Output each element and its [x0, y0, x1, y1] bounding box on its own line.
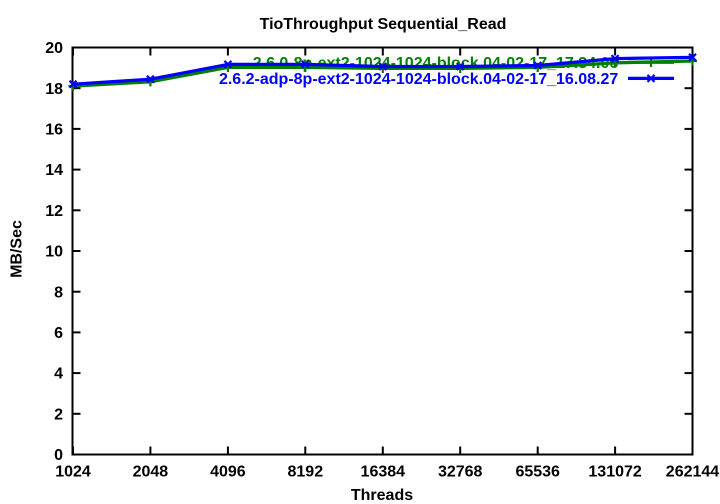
- svg-text:TioThroughput Sequential_Read: TioThroughput Sequential_Read: [260, 16, 507, 33]
- svg-text:65536: 65536: [515, 464, 560, 481]
- svg-text:0: 0: [54, 447, 63, 464]
- svg-text:131072: 131072: [588, 464, 641, 481]
- svg-text:2048: 2048: [133, 464, 169, 481]
- svg-text:4: 4: [54, 366, 63, 383]
- svg-text:16384: 16384: [361, 464, 406, 481]
- svg-text:8: 8: [54, 284, 63, 301]
- svg-text:10: 10: [45, 244, 63, 261]
- svg-text:18: 18: [45, 81, 63, 98]
- svg-text:2: 2: [54, 406, 63, 423]
- svg-text:Threads: Threads: [351, 487, 413, 504]
- svg-text:4096: 4096: [210, 464, 246, 481]
- svg-text:262144: 262144: [666, 464, 719, 481]
- svg-text:2.6.2-adp-8p-ext2-1024-1024-bl: 2.6.2-adp-8p-ext2-1024-1024-block.04-02-…: [219, 71, 618, 88]
- svg-text:32768: 32768: [438, 464, 483, 481]
- svg-text:MB/Sec: MB/Sec: [9, 220, 26, 278]
- svg-text:1024: 1024: [55, 464, 91, 481]
- svg-text:16: 16: [45, 122, 63, 139]
- svg-text:14: 14: [45, 162, 63, 179]
- svg-text:8192: 8192: [288, 464, 324, 481]
- svg-text:20: 20: [45, 40, 63, 57]
- svg-text:12: 12: [45, 203, 63, 220]
- svg-text:6: 6: [54, 325, 63, 342]
